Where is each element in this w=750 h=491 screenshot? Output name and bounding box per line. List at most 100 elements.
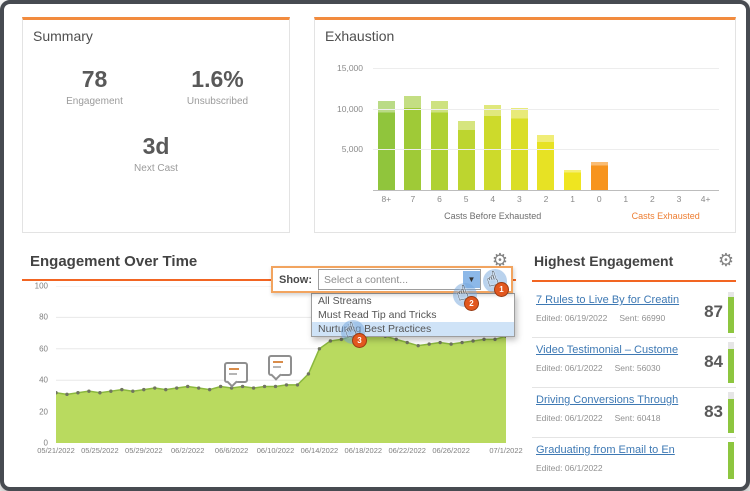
stat-engagement: 78 Engagement — [33, 66, 156, 107]
engagement-score: 87 — [704, 302, 723, 321]
axis-captions: Casts Before Exhausted Casts Exhausted — [373, 211, 719, 223]
y-axis-labels: 100 80 60 40 20 0 — [22, 282, 52, 448]
bar — [537, 134, 555, 190]
bar — [590, 161, 608, 190]
item-meta: Edited: 06/1/2022 — [536, 463, 700, 473]
item-meta: Edited: 06/19/2022 Sent: 66990 — [536, 313, 700, 323]
x-tick-label: 4 — [490, 194, 496, 204]
bar — [404, 96, 422, 190]
dropdown-option[interactable]: Nurturing Best Practices — [312, 322, 514, 336]
engagement-area-chart — [56, 286, 506, 443]
content-select[interactable]: Select a content... ▼ — [318, 269, 481, 290]
x-tick-label: 7 — [410, 194, 416, 204]
bar-slot — [612, 68, 639, 190]
bubble-line — [229, 368, 239, 370]
score-bar — [728, 342, 734, 383]
y-tick-label: 10,000 — [337, 103, 363, 114]
engagement-score: 83 — [704, 402, 723, 421]
engagement-list-item: Graduating from Email to En Edited: 06/1/… — [532, 438, 736, 479]
bar-slot — [453, 68, 480, 190]
y-tick-label: 60 — [39, 344, 48, 354]
x-tick-label: 05/25/2022 — [81, 446, 119, 455]
bubble-line — [229, 373, 237, 375]
y-tick-label: 5,000 — [341, 144, 363, 155]
content-title-link[interactable]: Video Testimonial – Custome — [536, 344, 679, 356]
x-tick-label: 8+ — [381, 194, 392, 204]
x-tick-label: 5 — [463, 194, 469, 204]
stat-label: Engagement — [66, 96, 123, 107]
select-placeholder: Select a content... — [324, 273, 409, 286]
casts-exhausted-label: Casts Exhausted — [631, 211, 700, 221]
engagement-list-item: Driving Conversions Through Edited: 06/1/… — [532, 388, 736, 438]
engagement-list-item: Video Testimonial – Custome Edited: 06/1/… — [532, 338, 736, 388]
bar-slot — [426, 68, 453, 190]
x-tick-label: 06/18/2022 — [344, 446, 383, 455]
content-dropdown-menu: All Streams Must Read Tip and Tricks Nurtu… — [311, 293, 515, 337]
exhaustion-panel: Exhaustion 15,000 10,000 5,000 8+ 7 6 5 4 3 2 1 0 1… — [314, 17, 736, 233]
bar-slot — [666, 68, 693, 190]
x-tick-label: 1 — [623, 194, 629, 204]
dropdown-option[interactable]: All Streams — [318, 295, 372, 307]
bar — [510, 107, 528, 190]
stat-value: 1.6% — [191, 66, 244, 92]
edited-date: Edited: 06/19/2022 — [536, 313, 608, 323]
bar — [431, 100, 449, 190]
y-tick-label: 0 — [43, 438, 48, 448]
edited-date: Edited: 06/1/2022 — [536, 413, 603, 423]
highest-engagement-title: Highest Engagement — [534, 253, 674, 269]
y-axis-labels: 15,000 10,000 5,000 — [327, 63, 369, 190]
score-bar-fill — [728, 398, 734, 433]
dropdown-option[interactable]: Must Read Tip and Tricks — [318, 309, 437, 321]
stat-next-cast: 3d Next Cast — [33, 133, 279, 174]
x-tick-label: 0 — [596, 194, 602, 204]
score-bar — [728, 442, 734, 479]
settings-gear-icon[interactable]: ⚙ — [717, 250, 734, 271]
highest-engagement-panel: Highest Engagement ⚙ 7 Rules to Live By … — [532, 250, 736, 479]
comment-bubble-icon[interactable] — [268, 355, 292, 376]
sent-count: Sent: 60418 — [614, 413, 661, 423]
x-tick-label: 05/29/2022 — [125, 446, 163, 455]
x-tick-label: 05/21/2022 — [37, 446, 75, 455]
content-title-link[interactable]: 7 Rules to Live By for Creatin — [536, 294, 680, 306]
y-tick-label: 20 — [39, 407, 48, 417]
chevron-down-icon[interactable]: ▼ — [463, 271, 480, 288]
gridline — [373, 149, 719, 151]
exhaustion-bar-chart: 15,000 10,000 5,000 8+ 7 6 5 4 3 2 1 0 1 2 3 4+ Casts … — [327, 63, 723, 223]
stat-label: Next Cast — [134, 163, 178, 174]
sent-count: Sent: 56030 — [614, 363, 661, 373]
summary-title: Summary — [33, 28, 93, 44]
content-title-link[interactable]: Graduating from Email to En — [536, 444, 675, 456]
bar-slot — [639, 68, 666, 190]
casts-before-exhausted-label: Casts Before Exhausted — [444, 211, 542, 221]
engagement-score: 84 — [704, 352, 723, 371]
bar — [377, 100, 395, 190]
highest-engagement-header: Highest Engagement ⚙ — [532, 250, 736, 282]
x-tick-label: 07/1/2022 — [489, 446, 523, 455]
content-title-link[interactable]: Driving Conversions Through — [536, 394, 679, 406]
sent-count: Sent: 66990 — [619, 313, 666, 323]
score-bar-fill — [728, 297, 734, 333]
item-meta: Edited: 06/1/2022 Sent: 56030 — [536, 363, 700, 373]
x-tick-label: 06/10/2022 — [256, 446, 295, 455]
settings-gear-icon[interactable]: ⚙ — [491, 250, 508, 271]
gridline — [373, 68, 719, 69]
score-bar-fill — [728, 348, 734, 383]
bubble-line — [273, 361, 283, 363]
bar-slot — [400, 68, 427, 190]
comment-bubble-icon[interactable] — [224, 362, 248, 383]
score-bar — [728, 392, 734, 433]
bar — [564, 170, 582, 190]
stat-label: Unsubscribed — [186, 96, 249, 107]
x-axis-categories: 8+ 7 6 5 4 3 2 1 0 1 2 3 4+ — [373, 194, 719, 204]
item-meta: Edited: 06/1/2022 Sent: 60418 — [536, 413, 700, 423]
stat-value: 3d — [142, 133, 170, 159]
x-tick-label: 6 — [437, 194, 442, 204]
summary-stats-row: 78 Engagement 1.6% Unsubscribed — [33, 66, 279, 107]
summary-panel: Summary 78 Engagement 1.6% Unsubscribed … — [22, 17, 290, 233]
bar-slot — [692, 68, 719, 190]
bar-slot — [559, 68, 586, 190]
x-tick-label: 2 — [650, 194, 655, 204]
bar-slot — [373, 68, 400, 190]
bar-plot-area — [373, 68, 719, 191]
